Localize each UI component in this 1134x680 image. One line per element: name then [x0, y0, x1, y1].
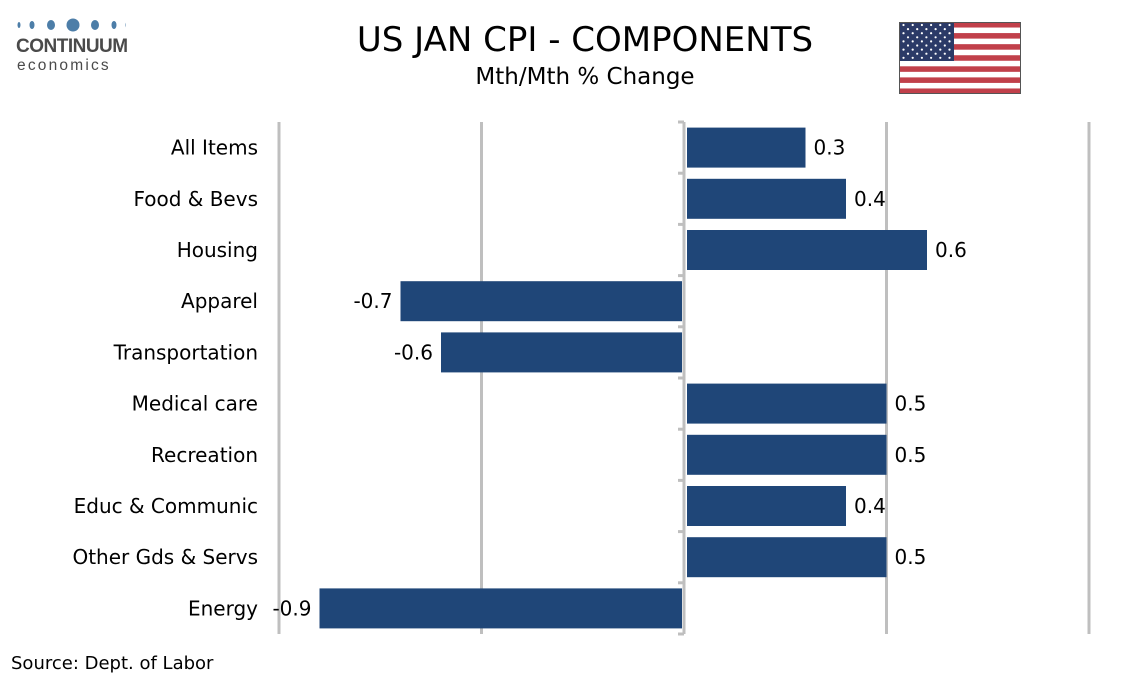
- data-label: -0.7: [353, 289, 392, 313]
- data-label: -0.6: [394, 340, 433, 364]
- bar: [687, 434, 887, 475]
- value-labels: 0.3 0.4 0.6 -0.7 -0.6 0.5 0.5 0.4 0.5 -0.9: [272, 136, 966, 621]
- data-label: 0.5: [895, 545, 927, 569]
- category-label: Recreation: [151, 443, 258, 467]
- bar: [687, 486, 846, 526]
- logo-wordmark: CONTINUUM: [16, 36, 128, 57]
- data-label: 0.5: [895, 443, 927, 467]
- category-label: Energy: [188, 596, 258, 620]
- category-label: Medical care: [132, 392, 258, 416]
- data-label: 0.3: [814, 136, 846, 160]
- source-note: Source: Dept. of Labor: [11, 653, 214, 674]
- category-labels: All Items Food & Bevs Housing Apparel Trans…: [72, 136, 258, 621]
- category-label: Educ & Communic: [74, 494, 258, 518]
- chart-subtitle: Mth/Mth % Change: [475, 64, 695, 90]
- logo-subtext: economics: [17, 57, 111, 74]
- data-label: -0.9: [272, 596, 311, 620]
- bar: [441, 332, 682, 373]
- bars: [319, 127, 927, 629]
- continuum-logo: CONTINUUM economics: [14, 14, 144, 78]
- bar: [687, 178, 846, 219]
- category-label: All Items: [171, 136, 258, 160]
- data-label: 0.4: [854, 494, 886, 518]
- bar: [687, 230, 927, 270]
- bar-chart: All Items Food & Bevs Housing Apparel Trans…: [72, 120, 1091, 636]
- bar: [687, 383, 887, 424]
- data-label: 0.4: [854, 187, 886, 211]
- category-label: Apparel: [181, 289, 258, 313]
- us-flag-icon: [899, 22, 1021, 94]
- category-label: Housing: [177, 238, 258, 262]
- data-label: 0.6: [935, 238, 967, 262]
- category-label: Other Gds & Servs: [72, 545, 258, 569]
- logo-dots-icon: [17, 18, 126, 32]
- bar: [687, 537, 887, 578]
- chart-title: US JAN CPI - COMPONENTS: [356, 20, 814, 60]
- bar: [400, 281, 682, 322]
- category-label: Food & Bevs: [133, 187, 258, 211]
- bar: [319, 588, 682, 629]
- category-label: Transportation: [113, 340, 258, 364]
- bar: [687, 127, 806, 168]
- zero-axis: [678, 120, 686, 636]
- data-label: 0.5: [895, 392, 927, 416]
